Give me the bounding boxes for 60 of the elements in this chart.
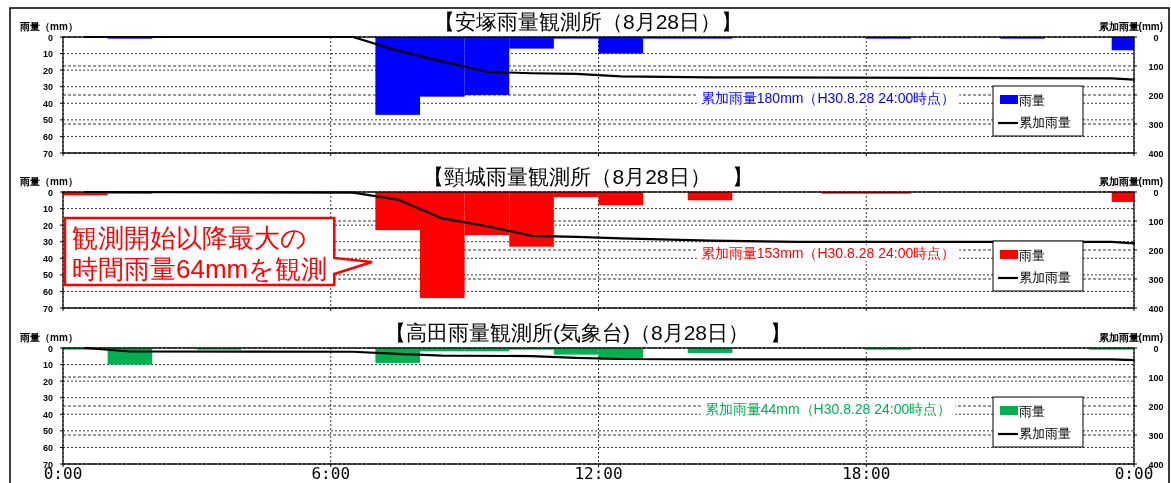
chart-title: 【高田雨量観測所(気象台)（8月28日） 】 bbox=[384, 321, 792, 344]
y-tick-label: 0 bbox=[47, 187, 53, 198]
x-tick-label: 6:00 bbox=[311, 464, 351, 483]
y-tick-label: 60 bbox=[42, 131, 53, 142]
y-tick-label: 20 bbox=[42, 65, 53, 76]
y-tick-label: 60 bbox=[42, 442, 53, 453]
y2-tick-label: 400 bbox=[1148, 303, 1164, 314]
y2-axis-title: 累加雨量(mm) bbox=[1097, 21, 1163, 32]
y-axis-title: 雨量（mm） bbox=[19, 176, 78, 187]
legend-label: 累加雨量 bbox=[1019, 270, 1071, 285]
annotation: 累加雨量44mm（H30.8.28 24:00時点） bbox=[704, 401, 952, 417]
y-tick-label: 30 bbox=[42, 237, 53, 248]
legend-label: 雨量 bbox=[1019, 93, 1045, 108]
x-tick-label: 12:00 bbox=[574, 464, 623, 483]
y-axis-title: 雨量（mm） bbox=[19, 21, 78, 32]
y2-tick-label: 0 bbox=[1153, 32, 1159, 43]
x-tick-label: 18:00 bbox=[842, 464, 891, 483]
y-tick-label: 40 bbox=[42, 409, 53, 420]
y2-tick-label: 100 bbox=[1148, 216, 1164, 227]
y-tick-label: 70 bbox=[42, 303, 53, 314]
y2-tick-label: 300 bbox=[1148, 274, 1164, 285]
y-tick-label: 30 bbox=[42, 393, 53, 404]
annotation: 累加雨量180mm（H30.8.28 24:00時点） bbox=[700, 90, 956, 106]
y2-tick-label: 200 bbox=[1148, 401, 1164, 412]
y-tick-label: 50 bbox=[42, 270, 53, 281]
y2-tick-label: 300 bbox=[1148, 430, 1164, 441]
annotation: 累加雨量153mm（H30.8.28 24:00時点） bbox=[700, 245, 956, 261]
y-tick-label: 20 bbox=[42, 376, 53, 387]
y2-tick-label: 400 bbox=[1148, 148, 1164, 159]
y2-tick-label: 0 bbox=[1153, 187, 1159, 198]
y-tick-label: 10 bbox=[42, 49, 53, 60]
legend-label: 雨量 bbox=[1019, 404, 1045, 419]
annotation: 観測開始以降最大の時間雨量64mmを観測 bbox=[72, 223, 328, 284]
y-tick-label: 0 bbox=[47, 343, 53, 354]
y-tick-label: 70 bbox=[42, 148, 53, 159]
y2-tick-label: 200 bbox=[1148, 245, 1164, 256]
y-tick-label: 10 bbox=[42, 204, 53, 215]
callout: 観測開始以降最大の時間雨量64mmを観測 bbox=[63, 216, 374, 287]
y-tick-label: 0 bbox=[47, 32, 53, 43]
chart-title: 【安塚雨量観測所（8月28日）】 bbox=[433, 10, 743, 33]
y2-tick-label: 200 bbox=[1148, 90, 1164, 101]
y-axis-title: 雨量（mm） bbox=[19, 332, 78, 343]
legend-label: 累加雨量 bbox=[1019, 426, 1071, 441]
y2-tick-label: 100 bbox=[1148, 372, 1164, 383]
y2-tick-label: 0 bbox=[1153, 343, 1159, 354]
y-tick-label: 50 bbox=[42, 115, 53, 126]
legend-label: 雨量 bbox=[1019, 248, 1045, 263]
y2-axis-title: 累加雨量(mm) bbox=[1097, 332, 1163, 343]
y2-axis-title: 累加雨量(mm) bbox=[1097, 176, 1163, 187]
y-tick-label: 60 bbox=[42, 286, 53, 297]
chart-title: 【頸城雨量観測所（8月28日） 】 bbox=[423, 165, 753, 188]
y-tick-label: 30 bbox=[42, 82, 53, 93]
y-tick-label: 50 bbox=[42, 426, 53, 437]
y2-tick-label: 100 bbox=[1148, 61, 1164, 72]
y-tick-label: 40 bbox=[42, 253, 53, 264]
y-tick-label: 10 bbox=[42, 360, 53, 371]
y-tick-label: 40 bbox=[42, 98, 53, 109]
legend-label: 累加雨量 bbox=[1019, 115, 1071, 130]
y-tick-label: 20 bbox=[42, 220, 53, 231]
y2-tick-label: 300 bbox=[1148, 119, 1164, 130]
